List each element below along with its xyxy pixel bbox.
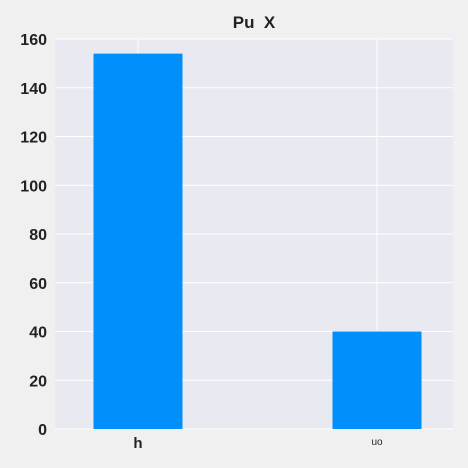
- y-tick-label: 160: [20, 32, 47, 49]
- y-tick-label: 40: [29, 325, 47, 342]
- y-tick-label: 140: [20, 81, 47, 98]
- y-tick-label: 80: [29, 227, 47, 244]
- x-axis-ticks: h uo: [133, 435, 383, 452]
- bar-uo: [332, 331, 422, 429]
- bar-h: [93, 53, 183, 429]
- x-tick-label-uo: uo: [371, 437, 383, 448]
- y-tick-label: 0: [38, 422, 47, 439]
- bars: [93, 53, 422, 429]
- y-tick-label: 20: [29, 373, 47, 390]
- y-tick-label: 100: [20, 178, 47, 195]
- y-tick-label: 120: [20, 130, 47, 147]
- y-axis-ticks: 0 20 40 60 80 100 120 140 160: [20, 32, 47, 439]
- y-tick-label: 60: [29, 276, 47, 293]
- x-tick-label-h: h: [133, 435, 142, 452]
- chart-title: Pu X: [233, 13, 276, 32]
